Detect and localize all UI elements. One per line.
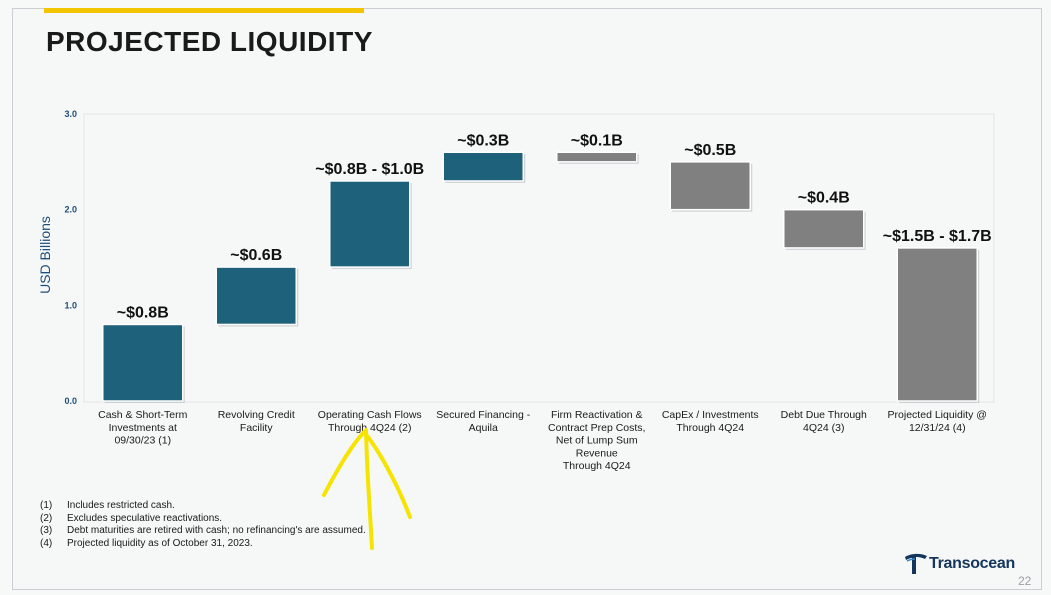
bar <box>329 180 411 268</box>
category-label: Through 4Q24 <box>676 422 744 434</box>
bar-value-label: ~$0.3B <box>457 132 509 149</box>
plot-area <box>83 113 995 403</box>
bar-value-label: ~$1.5B - $1.7B <box>883 228 992 245</box>
category-label: Secured Financing - <box>436 409 530 421</box>
category-label: Firm Reactivation & <box>551 409 643 421</box>
category-label: Revenue <box>576 447 618 459</box>
footnotes: (1) Includes restricted cash. (2) Excludes… <box>40 500 366 550</box>
bar-value-label: ~$0.5B <box>684 142 736 159</box>
category-label: Debt Due Through <box>781 409 867 421</box>
bar <box>442 151 524 182</box>
bar <box>896 247 978 402</box>
category-label: Through 4Q24 (2) <box>328 422 411 434</box>
y-tick-label: 2.0 <box>64 205 77 215</box>
category-label: Contract Prep Costs, <box>548 422 645 434</box>
category-label: Through 4Q24 <box>563 460 631 472</box>
bar <box>215 266 297 326</box>
transocean-logo-icon <box>905 553 927 574</box>
category-label: 09/30/23 (1) <box>114 435 171 447</box>
bar-value-label: ~$0.1B <box>571 132 623 149</box>
y-tick-label: 0.0 <box>64 396 77 406</box>
bar-value-label: ~$0.8B <box>117 304 169 321</box>
bar-value-label: ~$0.6B <box>230 247 282 264</box>
category-label: CapEx / Investments <box>662 409 759 421</box>
category-label: Aquila <box>469 422 498 434</box>
y-tick-label: 1.0 <box>64 300 77 310</box>
page-title: PROJECTED LIQUIDITY <box>46 26 373 57</box>
bar <box>669 161 751 211</box>
bar-value-label: ~$0.8B - $1.0B <box>315 161 424 178</box>
bar-value-label: ~$0.4B <box>798 190 850 207</box>
company-logo: Transocean <box>903 552 1015 576</box>
bar <box>783 208 865 249</box>
footnote: (4) Projected liquidity as of October 31,… <box>40 537 253 549</box>
category-label: Cash & Short-Term <box>98 409 188 421</box>
y-tick-label: 3.0 <box>64 109 77 119</box>
category-label: Operating Cash Flows <box>318 409 422 421</box>
bar <box>102 323 184 402</box>
category-label: 12/31/24 (4) <box>909 422 966 434</box>
category-label: 4Q24 (3) <box>803 422 844 434</box>
logo-text: Transocean <box>929 555 1015 572</box>
category-label: Projected Liquidity @ <box>888 409 987 421</box>
category-label: Revolving Credit <box>218 409 295 421</box>
slide-frame <box>12 8 1042 590</box>
page-number: 22 <box>1018 574 1032 588</box>
category-label: Facility <box>240 422 273 434</box>
category-label: Net of Lump Sum <box>556 435 638 447</box>
title-accent-bar <box>44 8 364 13</box>
footnote: (1) Includes restricted cash. <box>40 500 175 511</box>
bar <box>556 151 638 163</box>
footnote: (2) Excludes speculative reactivations. <box>40 512 223 524</box>
category-label: Investments at <box>109 422 177 434</box>
footnote: (3) Debt maturities are retired with cash… <box>40 525 366 536</box>
